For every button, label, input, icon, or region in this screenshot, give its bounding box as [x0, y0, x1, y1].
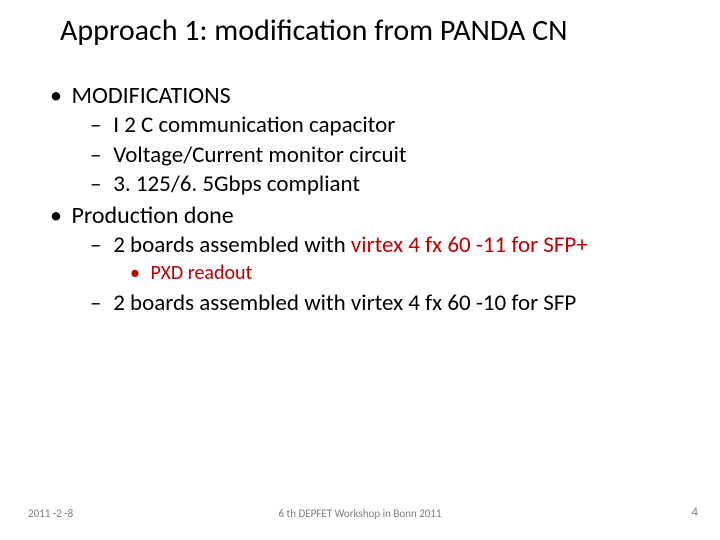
list-item: • MODIFICATIONS — [50, 80, 690, 111]
item-text: 3. 125/6. 5Gbps compliant — [113, 170, 360, 198]
dash-icon: – — [90, 231, 108, 260]
slide-title: Approach 1: modification from PANDA CN — [60, 14, 700, 47]
list-item: – 3. 125/6. 5Gbps compliant — [90, 170, 690, 199]
dash-icon: – — [90, 141, 108, 170]
list-item: – 2 boards assembled with virtex 4 fx 60… — [90, 231, 690, 260]
slide: Approach 1: modification from PANDA CN •… — [0, 0, 720, 540]
item-text-part: 2 boards assembled with — [113, 231, 351, 259]
list-item: – 2 boards assembled with virtex 4 fx 60… — [90, 289, 690, 318]
footer-title: 6 th DEPFET Workshop in Bonn 2011 — [0, 507, 720, 520]
item-text: PXD readout — [151, 261, 253, 285]
item-text: Voltage/Current monitor circuit — [113, 141, 406, 169]
page-number: 4 — [691, 505, 698, 520]
item-text: I 2 C communication capacitor — [113, 111, 395, 139]
slide-body: • MODIFICATIONS – I 2 C communication ca… — [30, 80, 690, 319]
list-item: • Production done — [50, 200, 690, 231]
bullet-icon: • — [50, 200, 66, 231]
bullet-icon: • — [130, 260, 146, 287]
dash-icon: – — [90, 289, 108, 318]
item-text: MODIFICATIONS — [71, 81, 230, 110]
list-item: – Voltage/Current monitor circuit — [90, 141, 690, 170]
dash-icon: – — [90, 111, 108, 140]
item-text-part-highlight: virtex 4 fx 60 -11 for SFP+ — [351, 231, 588, 259]
item-text: Production done — [71, 201, 233, 230]
list-item: – I 2 C communication capacitor — [90, 111, 690, 140]
bullet-icon: • — [50, 80, 66, 111]
dash-icon: – — [90, 170, 108, 199]
list-item: • PXD readout — [130, 260, 690, 287]
item-text: 2 boards assembled with virtex 4 fx 60 -… — [113, 289, 576, 317]
